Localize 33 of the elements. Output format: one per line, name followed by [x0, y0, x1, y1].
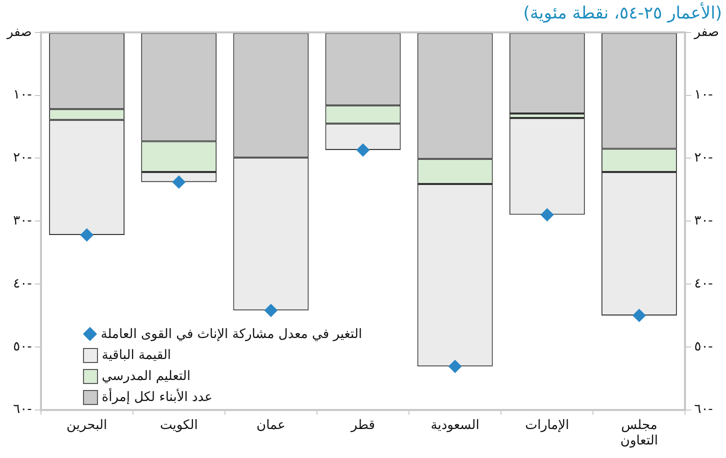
point — [264, 304, 278, 317]
y2-tick-label: ٦٠- — [694, 402, 714, 418]
y2-tick-label: ٤٠- — [694, 276, 714, 292]
x-tick-label: السعودية — [430, 418, 480, 433]
x-tick-label: الكويت — [160, 418, 198, 433]
point — [448, 360, 462, 373]
y2-tick-label: ٥٠- — [694, 339, 714, 354]
point — [540, 208, 554, 222]
x-tick-label: الإمارات — [525, 418, 570, 433]
y2-tick-label: ١٠- — [694, 88, 714, 103]
point — [632, 308, 646, 322]
legend-label: التغير في معدل مشاركة الإناث في القوى العاملة — [100, 326, 362, 344]
point — [172, 176, 186, 189]
x-tick-label: مجلس التعاون — [620, 418, 658, 449]
y-tick-label: ٢٠- — [13, 150, 32, 166]
y-tick-label: ٥٠- — [13, 339, 32, 354]
y-tick-label: ٤٠- — [13, 276, 32, 292]
y2-tick-label: ٢٠- — [694, 150, 714, 166]
y-tick-label: ٦٠- — [13, 402, 32, 418]
legend-label: عدد الأبناء لكل إمرأة — [102, 387, 212, 407]
legend-label: القيمة الباقية — [102, 346, 172, 365]
x-tick-label: عمان — [256, 418, 286, 433]
y2-tick-label: صفر — [693, 24, 720, 40]
y-tick-label: ٣٠- — [13, 213, 32, 228]
legend-label: التعليم المدرسي — [102, 368, 190, 386]
point — [80, 228, 94, 242]
chart-title: (الأعمار ٢٥-٥٤، نقطة مئوية) — [523, 2, 722, 24]
y2-tick-label: ٣٠- — [694, 213, 714, 228]
point — [356, 144, 370, 157]
y-tick-label: صفر — [6, 24, 32, 40]
x-tick-label: البحرين — [66, 418, 108, 433]
x-tick-label: قطر — [350, 418, 376, 433]
y-tick-label: ١٠- — [13, 88, 32, 103]
